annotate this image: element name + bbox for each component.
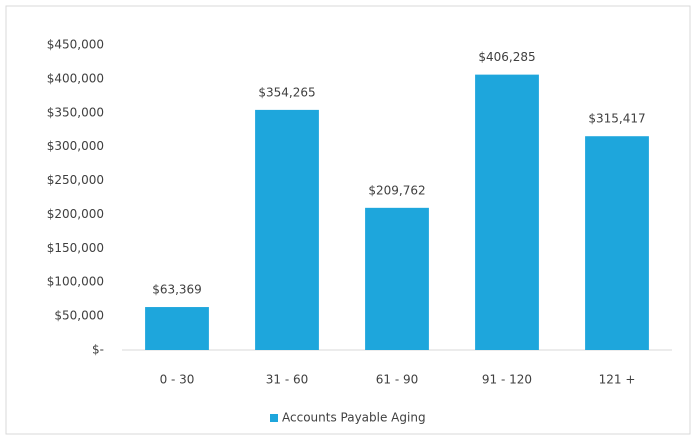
y-tick-label: $250,000 bbox=[47, 173, 104, 187]
x-tick-label: 61 - 90 bbox=[376, 373, 419, 387]
bar bbox=[475, 74, 539, 350]
y-tick-label: $300,000 bbox=[47, 139, 104, 153]
y-tick-label: $- bbox=[92, 343, 104, 357]
bar bbox=[145, 307, 209, 350]
data-label: $406,285 bbox=[478, 50, 535, 64]
y-tick-label: $150,000 bbox=[47, 241, 104, 255]
y-tick-label: $450,000 bbox=[47, 38, 104, 52]
x-tick-label: 121 + bbox=[599, 373, 636, 387]
legend-label: Accounts Payable Aging bbox=[282, 411, 426, 425]
bar bbox=[365, 207, 429, 350]
x-tick-label: 31 - 60 bbox=[266, 373, 309, 387]
chart-border bbox=[5, 5, 691, 435]
data-label: $315,417 bbox=[588, 112, 645, 126]
y-tick-label: $350,000 bbox=[47, 105, 104, 119]
y-tick-label: $400,000 bbox=[47, 71, 104, 85]
x-tick-label: 0 - 30 bbox=[160, 373, 195, 387]
data-label: $63,369 bbox=[152, 283, 202, 297]
y-tick-label: $50,000 bbox=[54, 309, 104, 323]
x-tick-label: 91 - 120 bbox=[482, 373, 532, 387]
y-tick-label: $200,000 bbox=[47, 207, 104, 221]
bar bbox=[255, 109, 319, 350]
legend-swatch bbox=[270, 414, 278, 422]
data-label: $354,265 bbox=[258, 85, 315, 99]
data-label: $209,762 bbox=[368, 183, 425, 197]
bar bbox=[585, 136, 649, 350]
y-tick-label: $100,000 bbox=[47, 275, 104, 289]
